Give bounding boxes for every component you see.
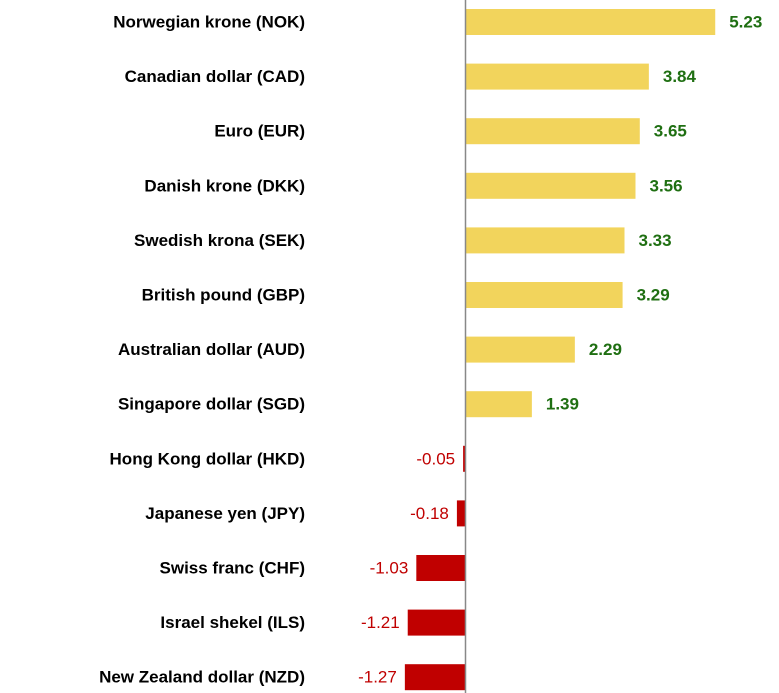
category-label: Swiss franc (CHF)	[160, 558, 305, 577]
value-label: 3.65	[654, 122, 687, 141]
bar	[465, 63, 649, 90]
value-label: 2.29	[589, 340, 622, 359]
category-label: Israel shekel (ILS)	[160, 613, 305, 632]
bar	[456, 500, 466, 527]
bar	[465, 118, 640, 145]
bar	[465, 172, 636, 199]
value-label: 3.56	[649, 176, 682, 195]
category-label: Hong Kong dollar (HKD)	[110, 449, 305, 468]
category-label: Swedish krona (SEK)	[134, 231, 305, 250]
category-label: Singapore dollar (SGD)	[118, 395, 305, 414]
category-label: Norwegian krone (NOK)	[113, 12, 305, 31]
value-label: 3.84	[663, 67, 697, 86]
value-label: 1.39	[546, 395, 579, 414]
bar	[465, 227, 625, 254]
value-label: -1.21	[361, 613, 400, 632]
value-label: -0.05	[416, 449, 455, 468]
value-label: -1.27	[358, 668, 397, 687]
category-label: New Zealand dollar (NZD)	[99, 668, 305, 687]
category-label: Canadian dollar (CAD)	[125, 67, 305, 86]
category-label: Australian dollar (AUD)	[118, 340, 305, 359]
bar	[463, 445, 466, 472]
bar	[416, 555, 466, 581]
category-label: Danish krone (DKK)	[144, 176, 305, 195]
value-label: 3.33	[639, 231, 672, 250]
bar	[404, 664, 466, 691]
category-label: Japanese yen (JPY)	[145, 504, 305, 523]
value-label: 3.29	[637, 285, 670, 304]
bar	[465, 282, 623, 308]
category-label: Euro (EUR)	[214, 122, 305, 141]
bar	[465, 9, 716, 35]
value-label: -0.18	[410, 504, 449, 523]
bar	[407, 609, 466, 636]
category-label: British pound (GBP)	[142, 285, 305, 304]
value-label: 5.23	[729, 12, 762, 31]
value-label: -1.03	[370, 558, 409, 577]
bar	[465, 336, 575, 363]
bar	[465, 391, 532, 418]
